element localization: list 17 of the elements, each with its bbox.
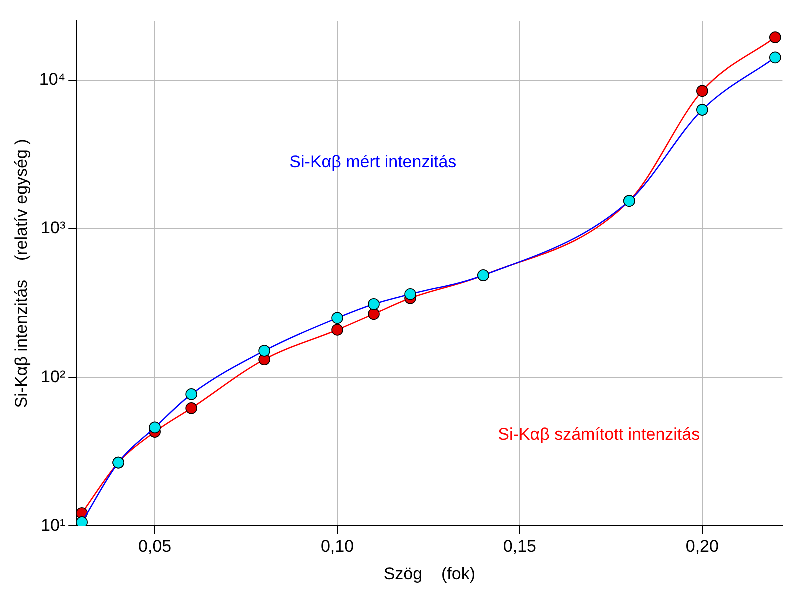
y-tick-label: 10⁴ [39, 70, 66, 90]
x-tick-label: 0,05 [138, 537, 172, 556]
x-axis-title: Szög (fok) [384, 564, 476, 584]
x-tick-label: 0,15 [503, 537, 537, 556]
text: Si-Kαβ számított intenzitás [498, 424, 700, 444]
y-axis-title: Si-Kαβ intenzitás (relatív egység ) [12, 139, 31, 408]
point [332, 324, 344, 336]
point [696, 85, 708, 98]
text: Si-Kαβ mért intenzitás [290, 152, 457, 172]
y-tick-label: 10¹ [41, 516, 66, 535]
y-tick-label: 10³ [41, 218, 66, 238]
x-tick-label: 0,10 [320, 537, 354, 556]
point [368, 308, 380, 320]
point [770, 32, 782, 44]
y-tick-label: 10² [41, 367, 66, 386]
x-tick-label: 0,20 [686, 537, 719, 556]
point [186, 402, 198, 414]
